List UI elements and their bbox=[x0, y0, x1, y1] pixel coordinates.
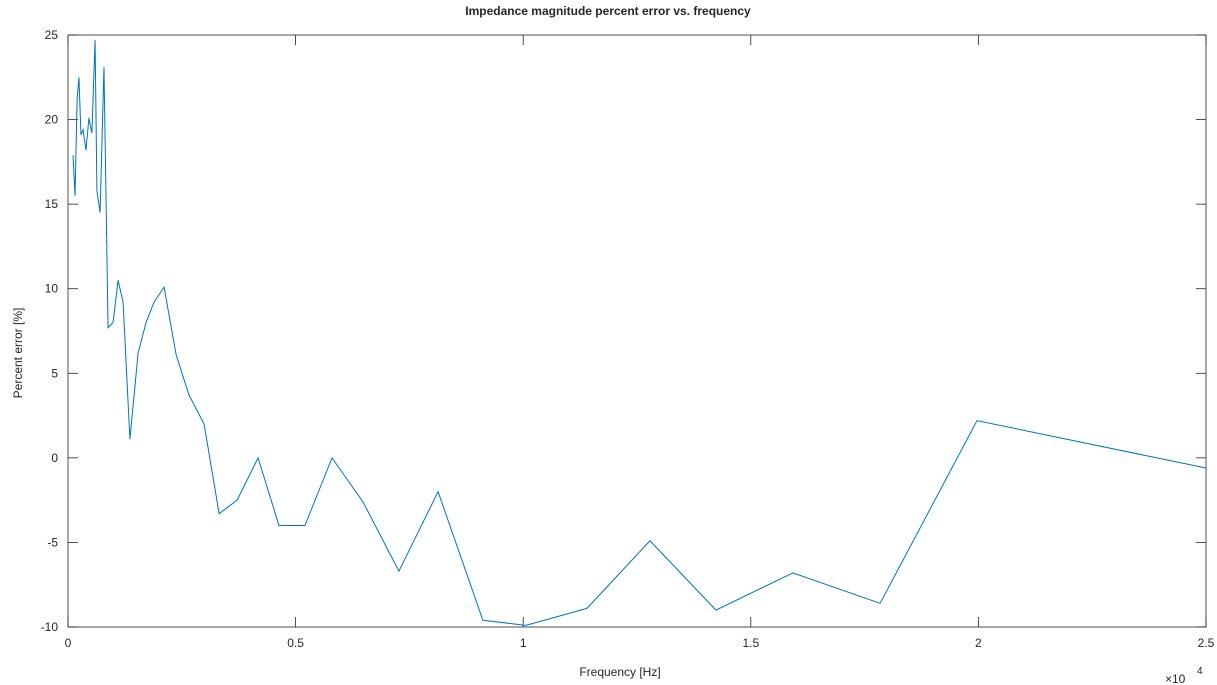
x-multiplier: ×10 bbox=[1165, 672, 1186, 685]
y-tick-label: 10 bbox=[45, 282, 59, 296]
y-tick-label: 0 bbox=[51, 451, 58, 465]
x-multiplier-exponent: 4 bbox=[1197, 666, 1203, 677]
x-tick-label: 0 bbox=[65, 636, 72, 650]
plot-area bbox=[67, 34, 1207, 628]
chart-title: Impedance magnitude percent error vs. fr… bbox=[465, 4, 751, 18]
x-tick-label: 0.5 bbox=[287, 636, 304, 650]
y-tick-label: -10 bbox=[41, 620, 59, 634]
data-line bbox=[72, 40, 1207, 626]
y-tick-label: 15 bbox=[45, 197, 59, 211]
y-tick-label: 25 bbox=[45, 28, 59, 42]
x-tick-label: 1.5 bbox=[742, 636, 759, 650]
x-tick-label: 2.5 bbox=[1198, 636, 1215, 650]
x-tick-label: 1 bbox=[520, 636, 527, 650]
x-axis-label: Frequency [Hz] bbox=[579, 665, 660, 679]
y-axis-label: Percent error [%] bbox=[11, 308, 25, 399]
y-tick-label: 5 bbox=[51, 366, 58, 380]
y-tick-label: -5 bbox=[47, 535, 58, 549]
y-tick-label: 20 bbox=[45, 113, 59, 127]
x-tick-label: 2 bbox=[975, 636, 982, 650]
